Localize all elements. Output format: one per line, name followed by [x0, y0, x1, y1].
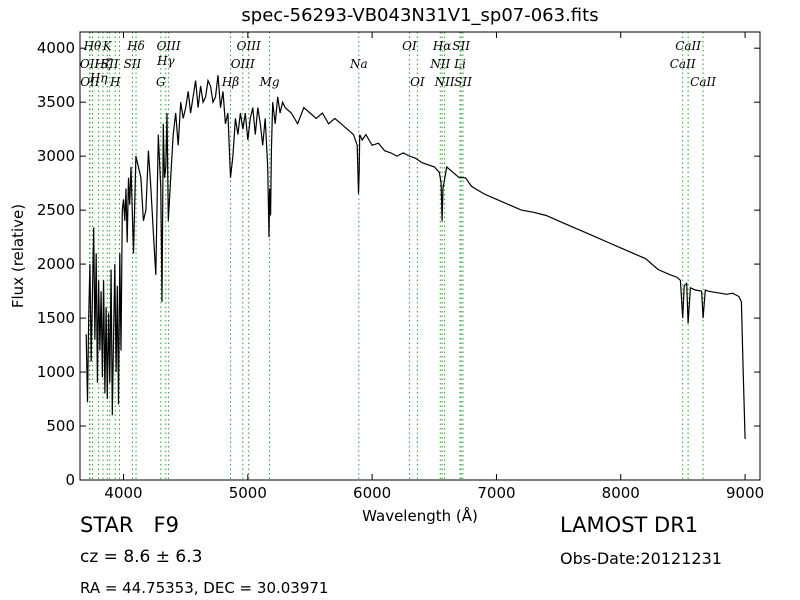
line-label: H	[109, 75, 121, 89]
coordinates-label: RA = 44.75353, DEC = 30.03971	[80, 579, 329, 597]
line-label: Hδ	[126, 39, 145, 53]
line-labels: OIIOIIHθHηHζKSIIHSIIHδGHγOIIIHβOIIIOIIIM…	[80, 39, 716, 89]
line-label: OIII	[231, 57, 255, 71]
line-label: SII	[454, 75, 472, 89]
y-tick-label: 3500	[37, 93, 75, 111]
line-label: Hγ	[156, 54, 175, 68]
line-label: SII	[452, 39, 470, 53]
line-label: G	[156, 75, 166, 89]
line-label: Mg	[259, 75, 280, 89]
line-label: K	[102, 39, 113, 53]
x-tick-label: 5000	[229, 484, 267, 502]
line-label: CaII	[670, 57, 696, 71]
y-tick-label: 2000	[37, 255, 75, 273]
y-axis-label: Flux (relative)	[9, 204, 27, 308]
line-label: NII	[434, 75, 455, 89]
x-tick-label: 8000	[602, 484, 640, 502]
y-tick-label: 2500	[37, 201, 75, 219]
y-tick-label: 4000	[37, 39, 75, 57]
x-tick-label: 4000	[104, 484, 142, 502]
line-label: SII	[101, 57, 119, 71]
line-label: SII	[124, 57, 142, 71]
y-tick-label: 1500	[37, 309, 75, 327]
spectrum-line	[85, 75, 746, 440]
y-tick-label: 3000	[37, 147, 75, 165]
x-tick-label: 6000	[353, 484, 391, 502]
line-label: Hα	[432, 39, 452, 53]
line-label: OIII	[157, 39, 181, 53]
line-label: OIII	[237, 39, 261, 53]
line-label: OI	[402, 39, 417, 53]
obs-date-label: Obs-Date:20121231	[560, 549, 722, 568]
line-label: Hβ	[221, 75, 239, 89]
class-label: STAR	[80, 513, 134, 537]
line-label: OII	[80, 75, 100, 89]
chart-title: spec-56293-VB043N31V1_sp07-063.fits	[241, 5, 599, 26]
line-label: Na	[349, 57, 368, 71]
line-label: Li	[453, 57, 466, 71]
y-ticks: 0 500 1000 1500 2000 2500 3000 3500 4000	[37, 39, 760, 489]
line-label: OII	[80, 57, 100, 71]
line-label: CaII	[675, 39, 701, 53]
redshift-label: cz = 8.6 ± 6.3	[80, 547, 203, 567]
line-label: OI	[410, 75, 425, 89]
y-tick-label: 500	[46, 417, 75, 435]
x-ticks: 4000 5000 6000 7000 8000 9000	[104, 32, 764, 502]
plot-frame	[79, 31, 761, 481]
subclass-label: F9	[153, 513, 179, 537]
x-tick-label: 7000	[477, 484, 515, 502]
line-label: NII	[429, 57, 450, 71]
classification: STAR F9	[80, 513, 179, 537]
line-label: Hζ	[94, 57, 113, 71]
line-label: Hθ	[83, 39, 102, 53]
line-label: CaII	[690, 75, 716, 89]
line-label: Hη	[89, 71, 108, 85]
x-axis-label: Wavelength (Å)	[362, 506, 478, 525]
y-tick-label: 0	[65, 471, 75, 489]
survey-label: LAMOST DR1	[560, 513, 699, 537]
x-tick-label: 9000	[726, 484, 764, 502]
y-tick-label: 1000	[37, 363, 75, 381]
line-markers	[89, 32, 704, 480]
